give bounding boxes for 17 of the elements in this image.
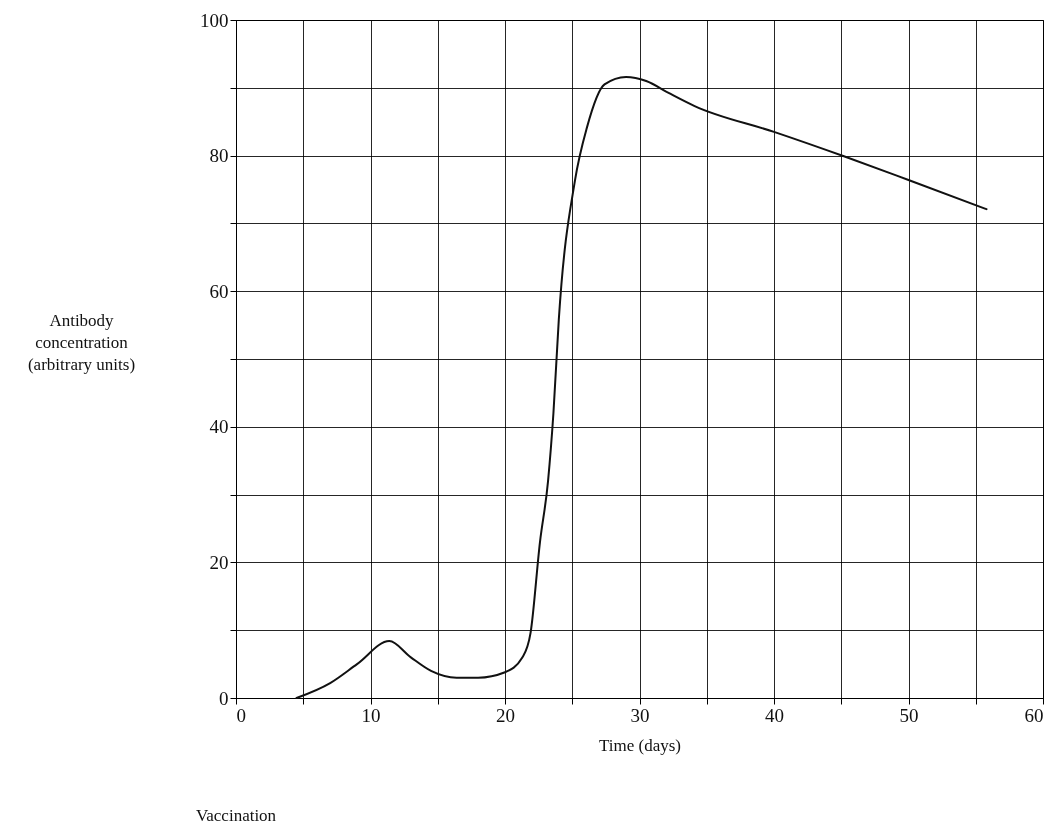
y-tick-label: 80 xyxy=(209,145,229,167)
x-tick-label: 30 xyxy=(630,704,650,726)
x-tick-label: 60 xyxy=(1024,704,1044,726)
text: Vaccination xyxy=(195,806,277,825)
y-tick-label: 20 xyxy=(209,551,229,573)
x-tick-label: 20 xyxy=(496,704,515,726)
x-axis-title: Time (days) xyxy=(598,735,682,755)
y-tick-label: 60 xyxy=(209,280,229,302)
x-tick-label: 10 xyxy=(361,704,381,726)
x-tick-label: 50 xyxy=(899,704,919,726)
y-tick-label: 100 xyxy=(200,9,229,31)
x-tick-label: 0 xyxy=(236,704,246,726)
x-tick-label: 40 xyxy=(765,704,784,726)
line-series xyxy=(295,75,988,699)
y-tick-label: 0 xyxy=(219,687,229,709)
y-tick-label: 40 xyxy=(209,416,229,438)
y-axis-title: Antibody concentration (arbitrary units) xyxy=(27,310,136,374)
